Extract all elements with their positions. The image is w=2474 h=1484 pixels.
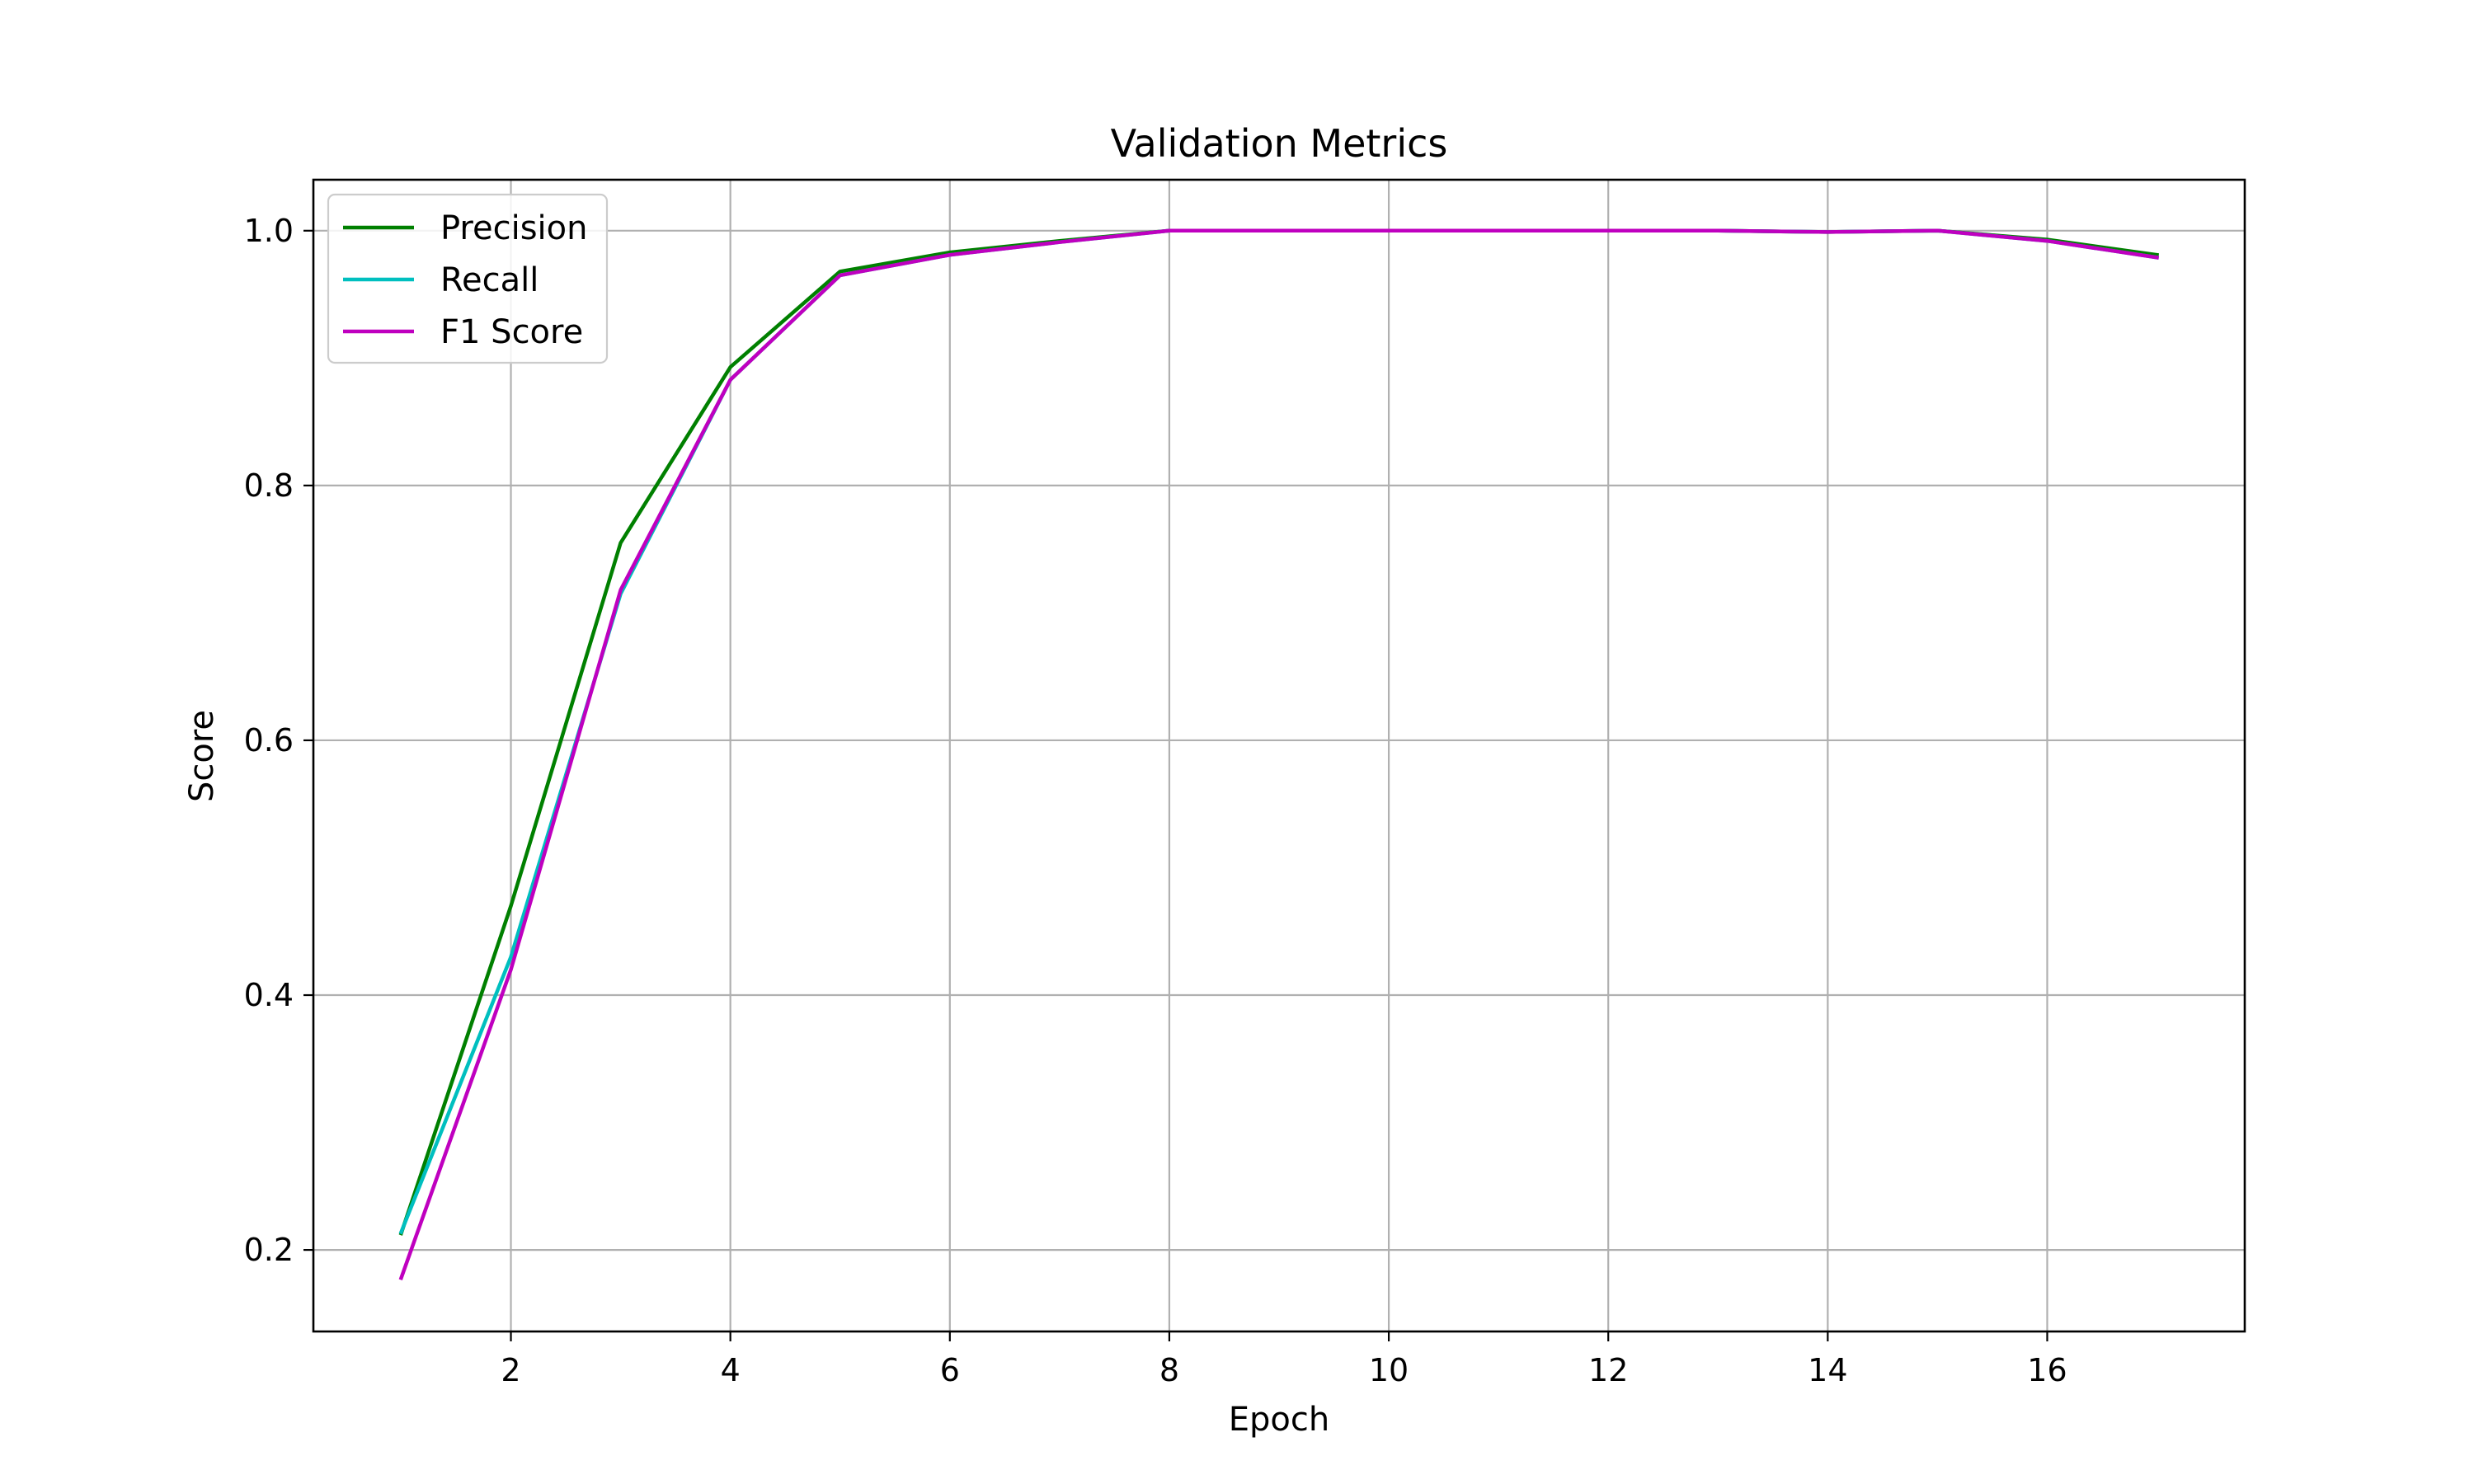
x-tick-label: 10 xyxy=(1369,1352,1409,1388)
y-tick-label: 0.2 xyxy=(244,1232,294,1268)
plot-frame xyxy=(312,178,2246,1333)
y-tick-label: 0.4 xyxy=(244,977,294,1013)
y-tick-label: 0.6 xyxy=(244,722,294,758)
x-tick-label: 6 xyxy=(940,1352,960,1388)
legend-label-f1-score: F1 Score xyxy=(440,313,583,351)
y-tick-label: 1.0 xyxy=(244,213,294,249)
series-line-f1-score xyxy=(398,228,2160,1280)
x-tick-label: 8 xyxy=(1159,1352,1179,1388)
x-tick-label: 4 xyxy=(721,1352,741,1388)
legend-label-recall: Recall xyxy=(440,261,539,299)
series-line-recall xyxy=(398,228,2160,1235)
x-tick-label: 12 xyxy=(1588,1352,1628,1388)
legend-label-precision: Precision xyxy=(440,209,587,247)
legend-box xyxy=(327,193,609,364)
x-tick-label: 2 xyxy=(501,1352,520,1388)
x-axis-label: Epoch xyxy=(1229,1401,1329,1439)
y-axis-ticks: 0.2 0.4 0.6 0.8 1.0 xyxy=(244,213,313,1268)
legend: Precision Recall F1 Score xyxy=(327,193,609,364)
x-axis-ticks: 2 4 6 8 10 12 14 16 xyxy=(501,1331,2067,1388)
x-tick-label: 16 xyxy=(2027,1352,2067,1388)
y-tick-label: 0.8 xyxy=(244,467,294,504)
chart-title: Validation Metrics xyxy=(1111,121,1448,166)
y-axis-label: Score xyxy=(183,710,221,802)
series-line-precision xyxy=(398,228,2160,1236)
x-tick-label: 14 xyxy=(1808,1352,1847,1388)
series-layer xyxy=(398,228,2160,1280)
